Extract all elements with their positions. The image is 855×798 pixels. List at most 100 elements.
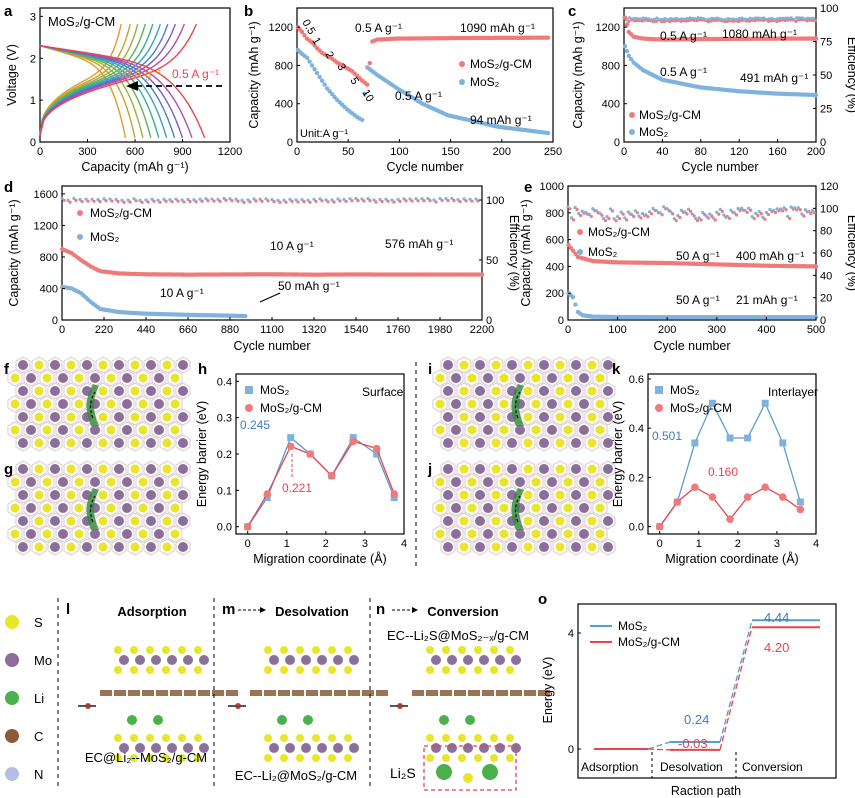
hex-cell — [79, 434, 95, 452]
efficiency-point — [782, 206, 786, 210]
data-point — [304, 55, 310, 60]
y-tick-label: 0 — [820, 137, 826, 149]
mo-atom — [82, 542, 92, 552]
s-atom — [595, 373, 605, 383]
hex-cell — [480, 421, 496, 439]
hex-cell — [167, 499, 183, 517]
mo-atom — [515, 477, 525, 487]
ann-e-1-val: 400 mAh g⁻¹ — [736, 249, 804, 263]
s-atom — [344, 734, 352, 742]
s-atom — [106, 503, 116, 513]
y-tick-label: 400 — [40, 283, 58, 295]
mo-atom — [603, 490, 613, 500]
efficiency-point — [218, 199, 222, 203]
subtitle-n: EC--Li₂S@MoS₂₋ₓ/g-CM — [387, 628, 529, 643]
hex-cell — [536, 382, 552, 400]
panel-label-c: c — [568, 3, 576, 20]
s-atom — [34, 386, 44, 396]
hex-cell — [63, 460, 79, 478]
legend-o-2: MoS₂/g-CM — [618, 635, 680, 649]
profile-line — [247, 436, 395, 528]
carbon-sheet — [156, 690, 168, 696]
structure-l — [78, 646, 238, 762]
hex-cell — [568, 408, 584, 426]
s-atom — [459, 412, 469, 422]
data-point — [324, 86, 330, 91]
hex-cell — [440, 512, 456, 530]
s-atom — [130, 386, 140, 396]
transition-line — [647, 748, 671, 751]
x-tick-label: 250 — [544, 146, 562, 158]
s-atom — [66, 464, 76, 474]
efficiency-point — [732, 211, 737, 215]
hex-cell — [496, 525, 512, 543]
ticks-e: 0 100 200 300 400 500020040060080010000204060… — [540, 181, 839, 336]
efficiency-point — [743, 17, 747, 21]
hex-cell — [167, 369, 183, 387]
efficiency-point — [685, 212, 689, 216]
mo-atom — [146, 516, 156, 526]
efficiency-point — [138, 198, 142, 202]
mo-atom — [178, 516, 188, 526]
efficiency-point — [738, 208, 742, 213]
efficiency-point — [745, 210, 749, 215]
efficiency-point — [765, 17, 769, 21]
x-tick-label: 0 — [59, 324, 65, 336]
carbon-sheet — [264, 690, 276, 696]
ann-c-1-val: 1080 mAh g⁻¹ — [722, 27, 797, 41]
s-atom — [280, 666, 288, 674]
hex-cell — [47, 460, 63, 478]
mo-atom — [443, 542, 453, 552]
s-atom — [170, 529, 180, 539]
s-atom — [523, 542, 533, 552]
hex-cell — [111, 460, 127, 478]
data-point — [322, 82, 327, 87]
s-atom-inset — [463, 773, 473, 783]
efficiency-point — [809, 211, 813, 216]
efficiency-point — [753, 19, 757, 23]
efficiency-point — [464, 199, 468, 203]
mo-atom — [18, 464, 28, 474]
panel-m: m Desolvation EC--Li₂@MoS₂/g-CM — [213, 598, 388, 790]
axes-k — [647, 373, 817, 535]
hex-cell — [456, 538, 472, 556]
atom-legend: S Mo Li C N — [5, 615, 52, 782]
s-atom — [490, 646, 498, 654]
s-atom — [587, 360, 597, 370]
efficiency-point — [718, 207, 722, 211]
efficiency-point — [736, 19, 741, 24]
efficiency-point — [747, 206, 751, 210]
hex-cell — [79, 356, 95, 374]
efficiency-point — [240, 198, 244, 202]
panel-h: h Surface MoS₂ MoS₂/g-CM 0.245 0.221 Mig… — [195, 361, 407, 566]
s-atom — [146, 734, 154, 742]
hex-cell — [464, 525, 480, 543]
y-tick-label: 0 — [287, 137, 293, 149]
arrow-d — [259, 292, 281, 303]
mo-atom — [603, 542, 613, 552]
hex-cell — [568, 538, 584, 556]
mo-atom — [154, 425, 164, 435]
hex-cell — [504, 538, 520, 556]
efficiency-point — [646, 215, 650, 219]
ticks-a: 0 300 600 900 1200 0 1 2 3 — [30, 11, 242, 158]
s-atom — [66, 360, 76, 370]
mo-atom — [58, 529, 68, 539]
efficiency-point — [750, 214, 754, 219]
efficiency-point — [718, 17, 722, 21]
hex-cell — [7, 421, 23, 439]
hex-cell — [47, 434, 63, 452]
efficiency-point — [290, 199, 294, 203]
s-atom — [442, 646, 450, 654]
hex-cell — [103, 369, 119, 387]
s-atom — [178, 734, 186, 742]
efficiency-point — [636, 17, 640, 21]
efficiency-point — [62, 198, 66, 202]
hex-cell — [7, 499, 23, 517]
s-atom — [467, 477, 477, 487]
data-point — [317, 74, 322, 80]
hex-cell — [127, 356, 143, 374]
mo-atom — [333, 655, 343, 665]
s-atom — [162, 360, 172, 370]
